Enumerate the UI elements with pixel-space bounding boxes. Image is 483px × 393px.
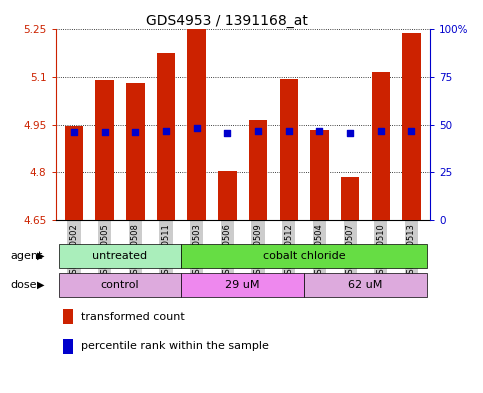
Bar	[126, 83, 144, 220]
Bar	[65, 127, 83, 220]
Bar	[280, 79, 298, 220]
Text: agent: agent	[11, 251, 43, 261]
Bar	[341, 177, 359, 220]
Point	[162, 128, 170, 134]
Bar	[63, 339, 73, 354]
Bar	[157, 53, 175, 220]
Bar	[181, 272, 304, 297]
Bar	[310, 130, 328, 220]
Point	[193, 125, 200, 131]
Point	[377, 128, 384, 134]
Text: GDS4953 / 1391168_at: GDS4953 / 1391168_at	[146, 14, 308, 28]
Bar	[96, 80, 114, 220]
Bar	[218, 171, 237, 220]
Bar	[187, 29, 206, 220]
Bar	[402, 33, 421, 220]
Bar	[58, 272, 181, 297]
Bar	[58, 244, 181, 268]
Bar	[181, 244, 427, 268]
Bar	[304, 272, 427, 297]
Bar	[249, 120, 267, 220]
Text: cobalt chloride: cobalt chloride	[263, 251, 345, 261]
Text: transformed count: transformed count	[81, 312, 185, 322]
Bar	[63, 309, 73, 324]
Point	[346, 130, 354, 136]
Point	[70, 129, 78, 135]
Text: ▶: ▶	[37, 279, 45, 290]
Point	[131, 129, 139, 135]
Text: 29 uM: 29 uM	[226, 279, 260, 290]
Bar	[371, 72, 390, 220]
Point	[224, 130, 231, 136]
Text: ▶: ▶	[37, 251, 45, 261]
Point	[408, 128, 415, 134]
Point	[254, 128, 262, 134]
Text: dose: dose	[11, 279, 37, 290]
Point	[285, 128, 293, 134]
Text: 62 uM: 62 uM	[348, 279, 383, 290]
Point	[315, 128, 323, 134]
Text: percentile rank within the sample: percentile rank within the sample	[81, 341, 269, 351]
Text: control: control	[100, 279, 139, 290]
Text: untreated: untreated	[92, 251, 147, 261]
Point	[101, 129, 109, 135]
